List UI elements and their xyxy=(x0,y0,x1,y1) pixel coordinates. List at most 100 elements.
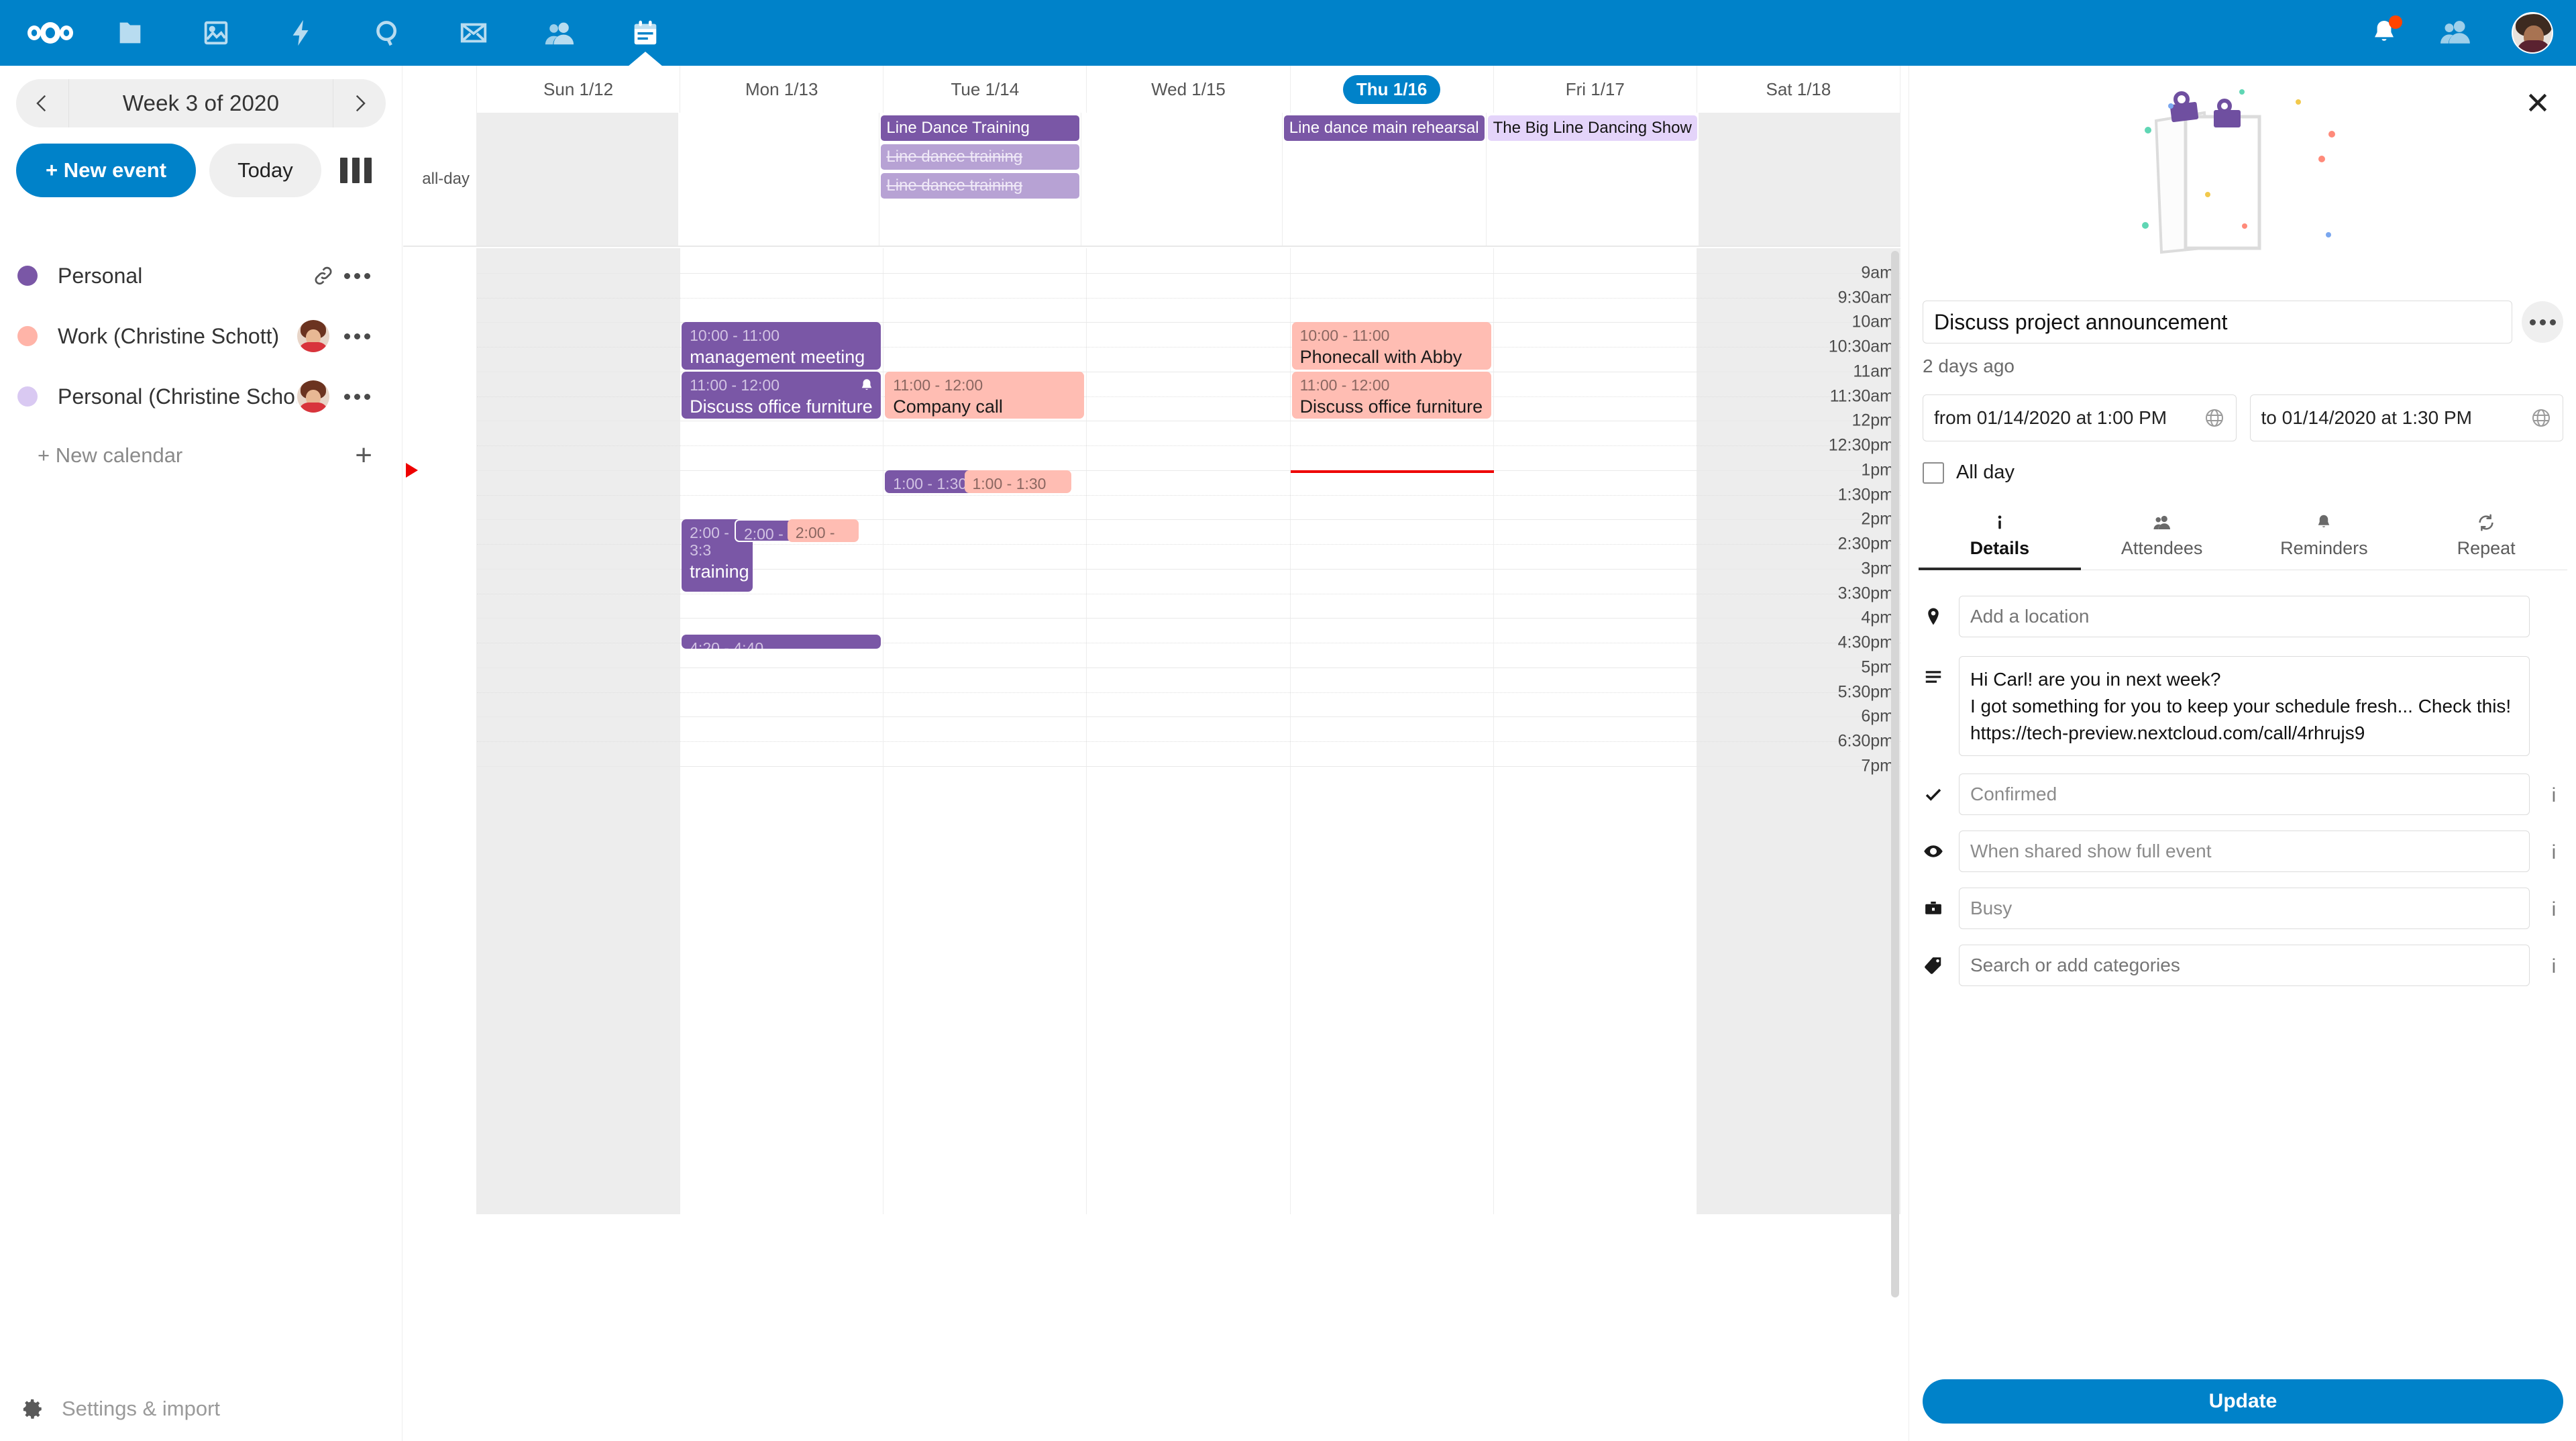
all-day-event[interactable]: The Big Line Dancing Show xyxy=(1487,115,1697,141)
calendar-event[interactable]: 4:20 - 4:40purchasing dept xyxy=(682,634,881,649)
tab-repeat[interactable]: Repeat xyxy=(2405,509,2567,570)
calendar-event[interactable]: 2:00 - 2:3check-in xyxy=(787,519,859,542)
nextcloud-logo[interactable] xyxy=(13,21,87,44)
day-header-sun[interactable]: Sun 1/12 xyxy=(477,66,681,113)
event-location-input[interactable] xyxy=(1959,596,2530,637)
time-label: 12pm xyxy=(1851,411,1894,430)
status-info-icon[interactable]: i xyxy=(2551,784,2557,806)
current-week-label[interactable]: Week 3 of 2020 xyxy=(68,79,333,127)
day-column-sat[interactable] xyxy=(1697,248,1900,1214)
nav-mail[interactable] xyxy=(431,0,517,66)
contacts-menu-button[interactable] xyxy=(2439,15,2473,52)
user-avatar[interactable] xyxy=(2512,12,2553,54)
all-day-col-tue[interactable]: Line Dance Training Line dance training Li… xyxy=(879,113,1081,246)
event-description-textarea[interactable]: Hi Carl! are you in next week? I got som… xyxy=(1959,656,2530,757)
time-label: 6pm xyxy=(1861,706,1894,726)
calendar-actions-menu[interactable] xyxy=(341,393,372,400)
notifications-button[interactable] xyxy=(2368,15,2402,49)
calendar-event[interactable]: 11:00 - 12:00 Discuss office furniture xyxy=(1291,371,1491,419)
day-header-tue[interactable]: Tue 1/14 xyxy=(883,66,1087,113)
calendar-event[interactable]: 11:00 - 12:00 Discuss office furniture xyxy=(682,371,881,419)
all-day-event[interactable]: Line dance training xyxy=(881,144,1079,170)
day-column-tue[interactable] xyxy=(883,248,1087,1214)
week-view-icon[interactable] xyxy=(339,158,372,183)
new-calendar-button[interactable]: + New calendar xyxy=(38,443,183,467)
new-calendar-plus-icon[interactable]: + xyxy=(355,439,372,472)
calendar-share-link-icon[interactable] xyxy=(305,264,341,287)
tab-reminders[interactable]: Reminders xyxy=(2243,509,2406,570)
day-header-fri[interactable]: Fri 1/17 xyxy=(1494,66,1697,113)
all-day-event[interactable]: Line dance main rehearsal xyxy=(1283,115,1485,141)
day-column-thu[interactable] xyxy=(1291,248,1494,1214)
nav-search[interactable] xyxy=(345,0,431,66)
calendar-item-personal[interactable]: Personal xyxy=(0,246,402,306)
all-day-col-sat[interactable] xyxy=(1699,113,1900,246)
previous-week-button[interactable] xyxy=(16,79,68,127)
event-time: 2:00 - 2:3 xyxy=(743,525,784,542)
calendar-event[interactable]: 11:00 - 12:00 Company call xyxy=(885,371,1085,419)
time-label: 5pm xyxy=(1861,657,1894,677)
update-button[interactable]: Update xyxy=(1923,1379,2563,1424)
map-pin-icon xyxy=(1919,596,1948,627)
today-button[interactable]: Today xyxy=(209,144,321,197)
vertical-scrollbar[interactable] xyxy=(1891,251,1899,1297)
calendar-event[interactable]: 10:00 - 11:00 management meeting xyxy=(682,322,881,370)
event-start-date-field[interactable]: from 01/14/2020 at 1:00 PM xyxy=(1923,394,2237,441)
tab-details[interactable]: Details xyxy=(1919,509,2081,570)
nav-activity[interactable] xyxy=(259,0,345,66)
event-end-date-field[interactable]: to 01/14/2020 at 1:30 PM xyxy=(2249,394,2563,441)
event-categories-input[interactable] xyxy=(1959,945,2530,986)
event-title-input[interactable] xyxy=(1923,301,2512,343)
day-column-wed[interactable] xyxy=(1087,248,1291,1214)
grid-line xyxy=(477,519,1900,521)
new-event-button[interactable]: + New event xyxy=(16,144,197,197)
all-day-checkbox[interactable] xyxy=(1923,462,1944,484)
settings-and-import-button[interactable]: Settings & import xyxy=(0,1377,402,1441)
calendar-item-work-christine-schott[interactable]: Work (Christine Schott) xyxy=(0,306,402,366)
day-header-sat[interactable]: Sat 1/18 xyxy=(1697,66,1900,113)
event-title: Company call xyxy=(893,396,1003,417)
event-title: training xyxy=(690,561,749,582)
calendar-event[interactable]: 1:00 - 1:30Discuss project xyxy=(964,470,1071,493)
event-status-select[interactable]: Confirmed xyxy=(1959,773,2530,815)
grid-line xyxy=(477,347,1900,348)
calendar-name: Personal xyxy=(58,263,143,288)
event-availability-select[interactable]: Busy xyxy=(1959,888,2530,929)
all-day-col-sun[interactable] xyxy=(477,113,679,246)
nav-contacts[interactable] xyxy=(517,0,602,66)
chevron-left-icon xyxy=(36,95,46,112)
nav-calendar[interactable] xyxy=(602,0,688,66)
event-visibility-select[interactable]: When shared show full event xyxy=(1959,831,2530,872)
visibility-info-icon[interactable]: i xyxy=(2551,841,2557,863)
day-header-mon[interactable]: Mon 1/13 xyxy=(680,66,884,113)
time-grid-scroll[interactable]: 9am 9:30am 10am 10:30am 11am 11:30am 12pm 12:30… xyxy=(403,248,1900,1441)
calendar-actions-menu[interactable] xyxy=(341,272,372,279)
contacts-menu-icon xyxy=(2440,20,2470,44)
day-column-sun[interactable] xyxy=(477,248,681,1214)
all-day-col-mon[interactable] xyxy=(678,113,880,246)
next-week-button[interactable] xyxy=(333,79,386,127)
day-column-fri[interactable] xyxy=(1494,248,1697,1214)
more-actions-icon[interactable] xyxy=(2522,301,2563,343)
calendar-event[interactable]: 2:00 - 3:3 training xyxy=(682,519,753,592)
nav-photos[interactable] xyxy=(173,0,259,66)
all-day-col-wed[interactable] xyxy=(1081,113,1283,246)
all-day-checkbox-row[interactable]: All day xyxy=(1923,462,2015,484)
categories-info-icon[interactable]: i xyxy=(2551,955,2557,977)
availability-info-icon[interactable]: i xyxy=(2551,898,2557,920)
time-label: 7pm xyxy=(1861,756,1894,776)
nav-files[interactable] xyxy=(87,0,173,66)
all-day-event[interactable]: Line dance training xyxy=(881,173,1079,199)
all-day-col-thu[interactable]: Line dance main rehearsal xyxy=(1283,113,1487,246)
tab-attendees[interactable]: Attendees xyxy=(2081,509,2243,570)
day-header-wed[interactable]: Wed 1/15 xyxy=(1087,66,1291,113)
event-title: management meeting xyxy=(690,347,865,367)
calendar-event[interactable]: 10:00 - 11:00 Phonecall with Abby xyxy=(1291,322,1491,370)
all-day-event[interactable]: Line Dance Training xyxy=(881,115,1079,141)
close-panel-button[interactable] xyxy=(2518,83,2557,122)
calendar-actions-menu[interactable] xyxy=(341,333,372,339)
day-header-thu-today[interactable]: Thu 1/16 xyxy=(1291,66,1494,113)
calendar-item-personal-christine-schott[interactable]: Personal (Christine Scho... xyxy=(0,366,402,427)
all-day-col-fri[interactable]: The Big Line Dancing Show xyxy=(1487,113,1699,246)
day-column-mon[interactable] xyxy=(680,248,884,1214)
